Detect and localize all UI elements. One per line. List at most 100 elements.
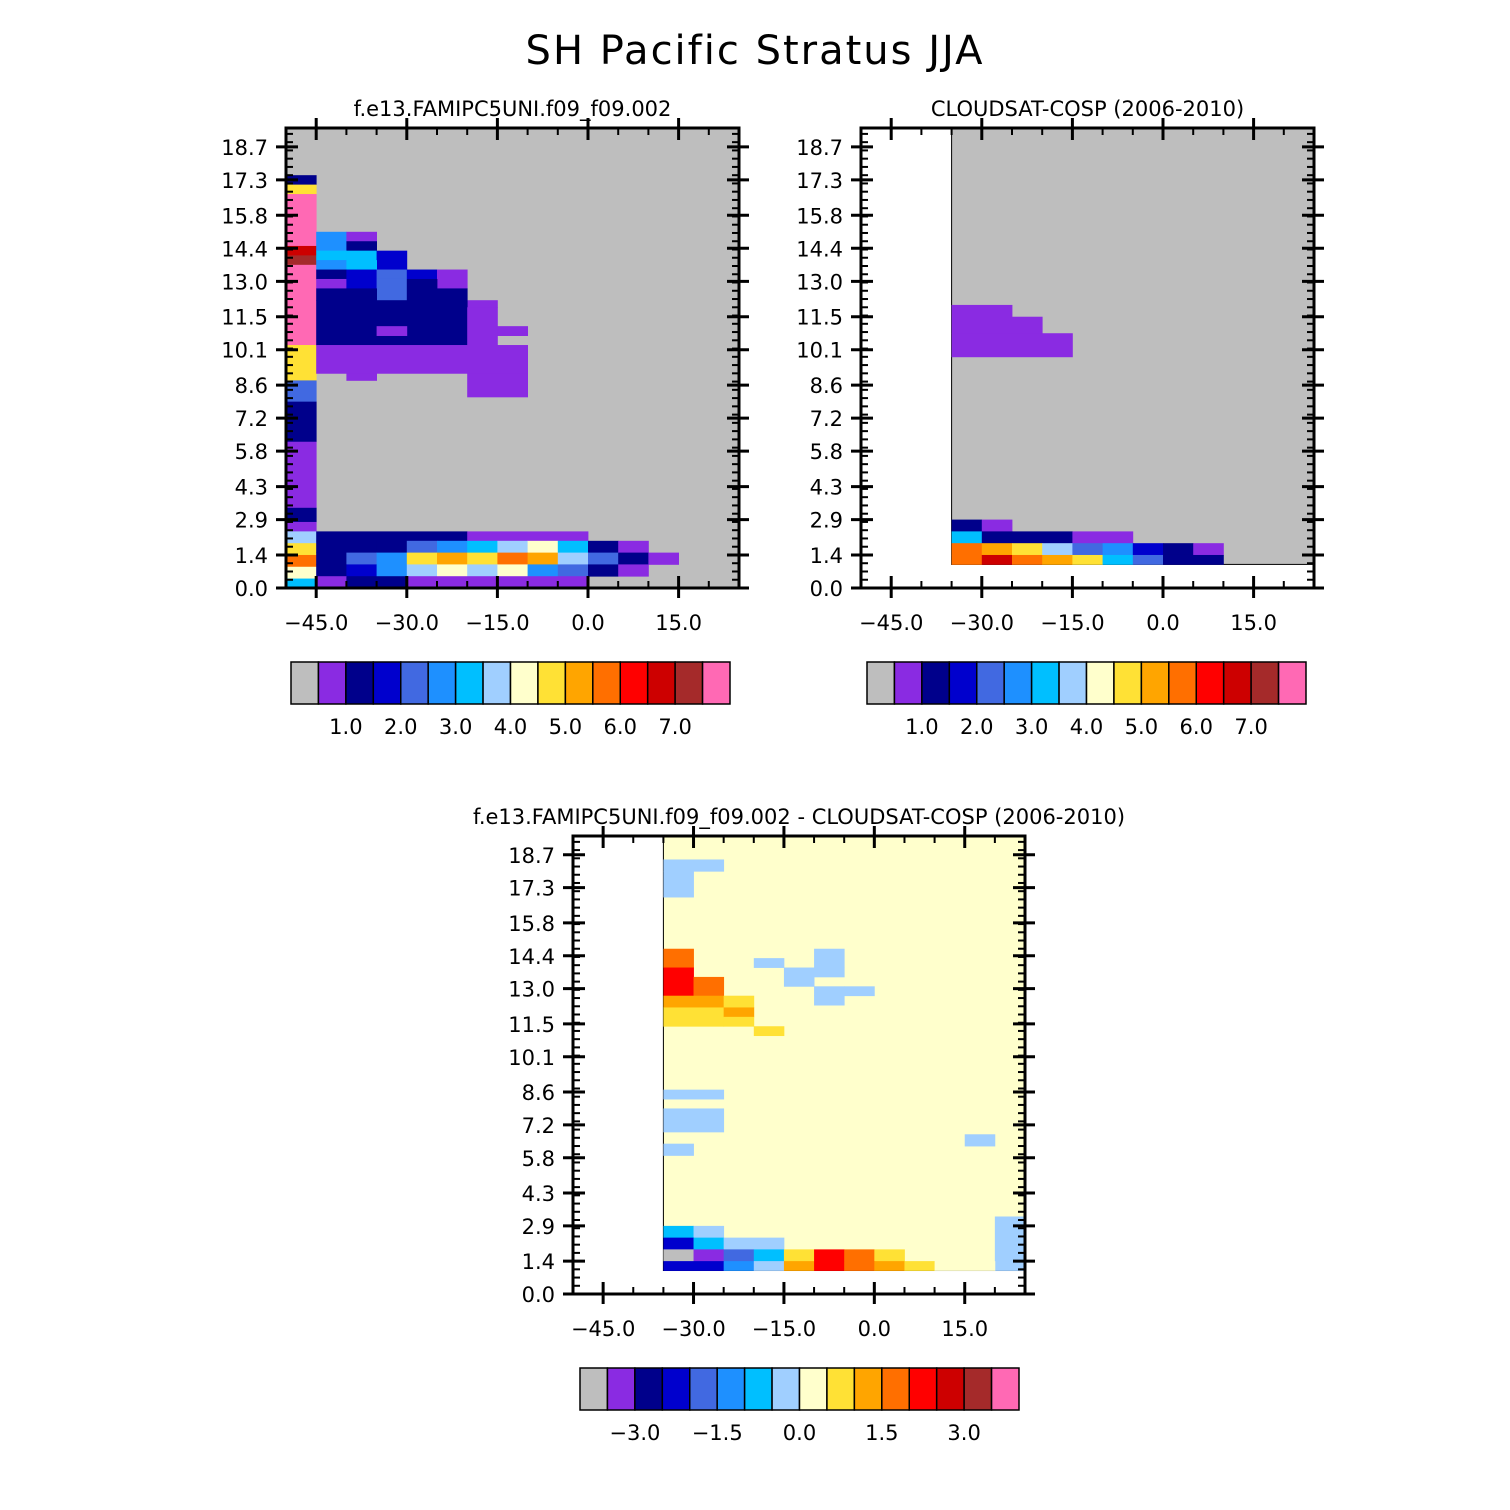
- heatmap-cell: [951, 333, 1073, 358]
- heatmap-cell: [588, 552, 619, 565]
- colorbar-swatch: [1030, 661, 1060, 705]
- heatmap-cell: [981, 543, 1013, 556]
- heatmap-cell: [1072, 554, 1103, 565]
- colorbar-swatch: [976, 661, 1005, 705]
- heatmap-cell: [286, 194, 317, 247]
- heatmap-cell: [316, 260, 347, 270]
- heatmap-cell: [437, 288, 468, 301]
- heatmap-cell: [934, 1261, 996, 1271]
- colorbar-swatch: [1277, 661, 1307, 705]
- colorbar-label: 0.0: [783, 1421, 816, 1445]
- heatmap-cell: [663, 1249, 694, 1262]
- y-tick-label: 14.4: [221, 237, 268, 261]
- y-tick-label: 4.3: [810, 476, 843, 500]
- heatmap-cell: [316, 300, 468, 346]
- heatmap-cell: [981, 531, 1013, 544]
- y-tick-label: 18.7: [796, 136, 843, 160]
- colorbar-label: 5.0: [549, 715, 582, 739]
- colorbar-label: 3.0: [1015, 715, 1048, 739]
- y-tick-label: 10.1: [508, 1046, 555, 1070]
- y-tick-label: 4.3: [522, 1182, 555, 1206]
- colorbar-swatch: [689, 1367, 718, 1411]
- colorbar-swatch: [1113, 661, 1143, 705]
- x-tick-label: 0.0: [1146, 611, 1179, 635]
- heatmap-cell: [1012, 554, 1043, 565]
- heatmap-cell: [964, 1134, 996, 1147]
- heatmap-cell: [316, 576, 347, 589]
- x-tick-label: −15.0: [465, 611, 529, 635]
- heatmap-cell: [814, 1261, 845, 1271]
- heatmap-cell: [1042, 554, 1073, 565]
- colorbar-swatch: [893, 661, 923, 705]
- colorbar-swatch: [921, 661, 951, 705]
- colorbar-swatch: [537, 661, 567, 705]
- x-tick-label: −45.0: [284, 611, 348, 635]
- heatmap-cell: [1102, 554, 1134, 565]
- colorbar-swatch: [634, 1367, 664, 1411]
- heatmap-cell: [286, 184, 317, 195]
- y-tick-label: 2.9: [810, 509, 843, 533]
- heatmap-cell: [527, 552, 559, 565]
- heatmap-cell: [874, 1249, 905, 1262]
- colorbar-label: 6.0: [604, 715, 637, 739]
- heatmap-cell: [723, 1007, 755, 1018]
- colorbar-swatch: [908, 1367, 938, 1411]
- heatmap-cell: [874, 1261, 905, 1271]
- colorbar-label: 4.0: [494, 715, 527, 739]
- heatmap-cell: [663, 859, 725, 872]
- heatmap-cell: [1012, 543, 1043, 556]
- heatmap-cell: [316, 564, 347, 577]
- heatmap-cell: [376, 326, 408, 336]
- heatmap-cell: [693, 1249, 725, 1262]
- colorbar-swatch: [990, 1367, 1020, 1411]
- y-tick-label: 0.0: [810, 577, 843, 601]
- y-tick-label: 8.6: [235, 374, 268, 398]
- panel-diff: f.e13.FAMIPC5UNI.f09_f09.002 - CLOUDSAT-…: [473, 805, 1125, 1445]
- heatmap-cell: [1163, 543, 1194, 556]
- heatmap-cell: [1163, 554, 1194, 565]
- colorbar-swatch: [564, 661, 594, 705]
- heatmap-cell: [814, 948, 845, 968]
- heatmap-cell: [723, 1261, 755, 1271]
- heatmap-cell: [663, 1089, 725, 1100]
- colorbar-swatch: [372, 661, 402, 705]
- colorbar-label: 1.5: [865, 1421, 898, 1445]
- heatmap-cell: [1072, 543, 1103, 556]
- heatmap-cell: [346, 231, 377, 242]
- y-tick-label: 4.3: [235, 476, 268, 500]
- colorbar-label: −1.5: [692, 1421, 743, 1445]
- y-tick-label: 5.8: [810, 440, 843, 464]
- heatmap-cell: [376, 250, 408, 270]
- colorbar-swatch: [963, 1367, 993, 1411]
- heatmap-cell: [316, 269, 347, 280]
- heatmap-cell: [1042, 543, 1073, 556]
- panel-title: f.e13.FAMIPC5UNI.f09_f09.002: [354, 97, 672, 122]
- heatmap-cell: [1132, 543, 1164, 556]
- y-tick-label: 13.0: [508, 978, 555, 1002]
- heatmap-cell: [437, 269, 468, 289]
- colorbar-swatch: [935, 1367, 965, 1411]
- heatmap-cell: [376, 540, 408, 554]
- heatmap-cell: [753, 1249, 785, 1262]
- colorbar-swatch: [1085, 661, 1115, 705]
- colorbar-label: 2.0: [960, 715, 993, 739]
- y-tick-label: 18.7: [508, 844, 555, 868]
- colorbar-swatch: [798, 1367, 828, 1411]
- heatmap-cell: [814, 967, 845, 978]
- heatmap-cell: [406, 552, 438, 565]
- heatmap-cell: [346, 540, 377, 554]
- colorbar-swatch: [1003, 661, 1033, 705]
- heatmap-cell: [783, 967, 815, 987]
- heatmap-cell: [316, 531, 468, 542]
- y-tick-label: 13.0: [221, 270, 268, 294]
- heatmap-cell: [316, 552, 347, 565]
- heatmap-cell: [406, 564, 438, 577]
- colorbar-swatch: [290, 661, 320, 705]
- heatmap-cell: [497, 552, 528, 565]
- y-tick-label: 18.7: [221, 136, 268, 160]
- heatmap-cell: [663, 967, 694, 997]
- heatmap-cell: [346, 269, 377, 280]
- heatmap-cell: [723, 995, 755, 1008]
- heatmap-cell: [437, 552, 468, 565]
- y-tick-label: 11.5: [508, 1013, 555, 1037]
